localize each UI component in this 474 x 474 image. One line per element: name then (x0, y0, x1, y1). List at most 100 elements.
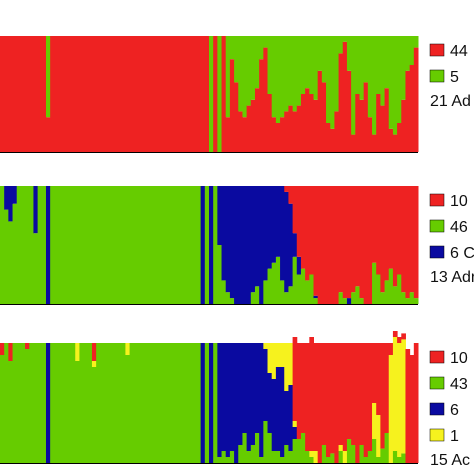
bar-segment-yellow-cluster (309, 451, 314, 457)
bar-segment-green-cluster (129, 343, 135, 463)
legend-label: 44 (450, 43, 468, 60)
bar-segment-blue-cluster (225, 186, 231, 293)
bar-segment-green-cluster (87, 343, 93, 463)
bar-segment-green-cluster (108, 343, 114, 463)
bar-segment-red-cluster (167, 36, 172, 152)
bar-segment-red-cluster (280, 117, 285, 152)
bar-segment-red-cluster (392, 331, 398, 337)
legend-label: 10 (450, 193, 468, 210)
bar-segment-green-cluster (409, 292, 415, 304)
bar-segment-red-cluster (50, 36, 55, 152)
bar-segment-green-cluster (397, 274, 402, 304)
bar-segment-green-cluster (225, 36, 231, 118)
bar-segment-red-cluster (405, 349, 411, 463)
bar-segment-green-cluster (0, 355, 5, 463)
bar-segment-green-cluster (384, 280, 390, 304)
bar-segment-blue-cluster (221, 343, 227, 451)
bar-segment-red-cluster (54, 36, 60, 152)
bar-segment-green-cluster (125, 186, 131, 304)
bar-segment-green-cluster (271, 262, 277, 304)
bar-segment-green-cluster (8, 221, 14, 304)
bar-segment-green-cluster (254, 36, 260, 89)
bar-segment-red-cluster (271, 117, 277, 152)
bar-segment-red-cluster (146, 36, 151, 152)
bar-segment-green-cluster (25, 349, 30, 463)
bar-segment-green-cluster (409, 36, 415, 65)
bar-segment-green-cluster (392, 36, 398, 135)
bar-segment-red-cluster (175, 36, 181, 152)
bar-segment-red-cluster (376, 186, 381, 275)
bar-segment-green-cluster (175, 343, 181, 463)
bar-segment-green-cluster (50, 186, 55, 304)
bar-segment-yellow-cluster (75, 343, 80, 361)
bar-segment-red-cluster (397, 337, 402, 343)
panel-k3: 10 46 6 C 13 Adr (0, 186, 474, 305)
bar-segment-red-cluster (409, 186, 415, 293)
bar-segment-red-cluster (163, 36, 168, 152)
bar-segment-red-cluster (238, 111, 243, 152)
bar-segment-green-cluster (267, 433, 273, 463)
bar-segment-red-cluster (372, 134, 377, 152)
bar-segment-green-cluster (217, 245, 223, 304)
bar-segment-green-cluster (0, 186, 5, 304)
bar-segment-green-cluster (196, 343, 202, 463)
bar-segment-red-cluster (142, 36, 147, 152)
bar-segment-green-cluster (66, 343, 72, 463)
bar-segment-blue-cluster (284, 191, 289, 293)
bar-segment-blue-cluster (296, 256, 302, 275)
bar-segment-red-cluster (66, 36, 72, 152)
bar-segment-green-cluster (87, 186, 93, 304)
bar-segment-red-cluster (196, 36, 202, 152)
bar-segment-green-cluster (372, 36, 377, 135)
bar-segment-blue-cluster (225, 343, 231, 457)
bar-segment-green-cluster (83, 186, 89, 304)
bar-segment-blue-cluster (275, 186, 281, 257)
bar-segment-green-cluster (300, 36, 306, 94)
bar-segment-green-cluster (376, 274, 381, 304)
bar-segment-green-cluster (66, 186, 72, 304)
bar-segment-green-cluster (33, 233, 39, 304)
bar-segment-green-cluster (133, 343, 139, 463)
bar-segment-red-cluster (334, 111, 340, 152)
bar-segment-red-cluster (317, 186, 323, 304)
bar-segment-blue-cluster (229, 343, 235, 451)
bar-segment-green-cluster (167, 186, 172, 304)
bar-segment-red-cluster (104, 36, 110, 152)
bar-segment-red-cluster (91, 343, 97, 361)
bar-segment-yellow-cluster (91, 361, 97, 367)
bar-segment-red-cluster (296, 105, 302, 152)
bar-segment-blue-cluster (254, 186, 260, 287)
bar-segment-red-cluster (342, 343, 348, 451)
bar-segment-green-cluster (309, 36, 314, 94)
bar-segment-red-cluster (359, 186, 365, 299)
bar-segment-green-cluster (163, 343, 168, 463)
bar-segment-green-cluster (259, 457, 264, 463)
bar-segment-red-cluster (321, 343, 327, 445)
bar-segment-yellow-cluster (125, 343, 131, 355)
bar-segment-green-cluster (250, 445, 256, 463)
bar-segment-green-cluster (296, 36, 302, 106)
bar-segment-green-cluster (359, 298, 365, 304)
legend-swatch (429, 219, 445, 233)
bar-segment-blue-cluster (292, 427, 298, 439)
bar-segment-red-cluster (129, 36, 135, 152)
bar-segment-red-cluster (25, 343, 30, 349)
bar-segment-green-cluster (142, 343, 147, 463)
bar-segment-red-cluster (267, 94, 273, 152)
bar-segment-red-cluster (254, 88, 260, 152)
bar-segment-green-cluster (292, 439, 298, 463)
bar-segment-green-cluster (171, 343, 177, 463)
bar-segment-yellow-cluster (397, 343, 402, 457)
bar-segment-blue-cluster (275, 367, 281, 451)
bar-segment-red-cluster (75, 36, 80, 152)
bar-segment-red-cluster (246, 105, 252, 152)
bar-segment-green-cluster (355, 286, 360, 304)
legend-label: 43 (450, 376, 468, 393)
bar-segment-green-cluster (355, 36, 360, 94)
bar-segment-green-cluster (346, 439, 352, 463)
bar-segment-blue-cluster (246, 343, 252, 451)
bar-segment-green-cluster (129, 186, 135, 304)
bar-segment-green-cluster (29, 343, 34, 463)
bar-segment-red-cluster (338, 186, 344, 293)
